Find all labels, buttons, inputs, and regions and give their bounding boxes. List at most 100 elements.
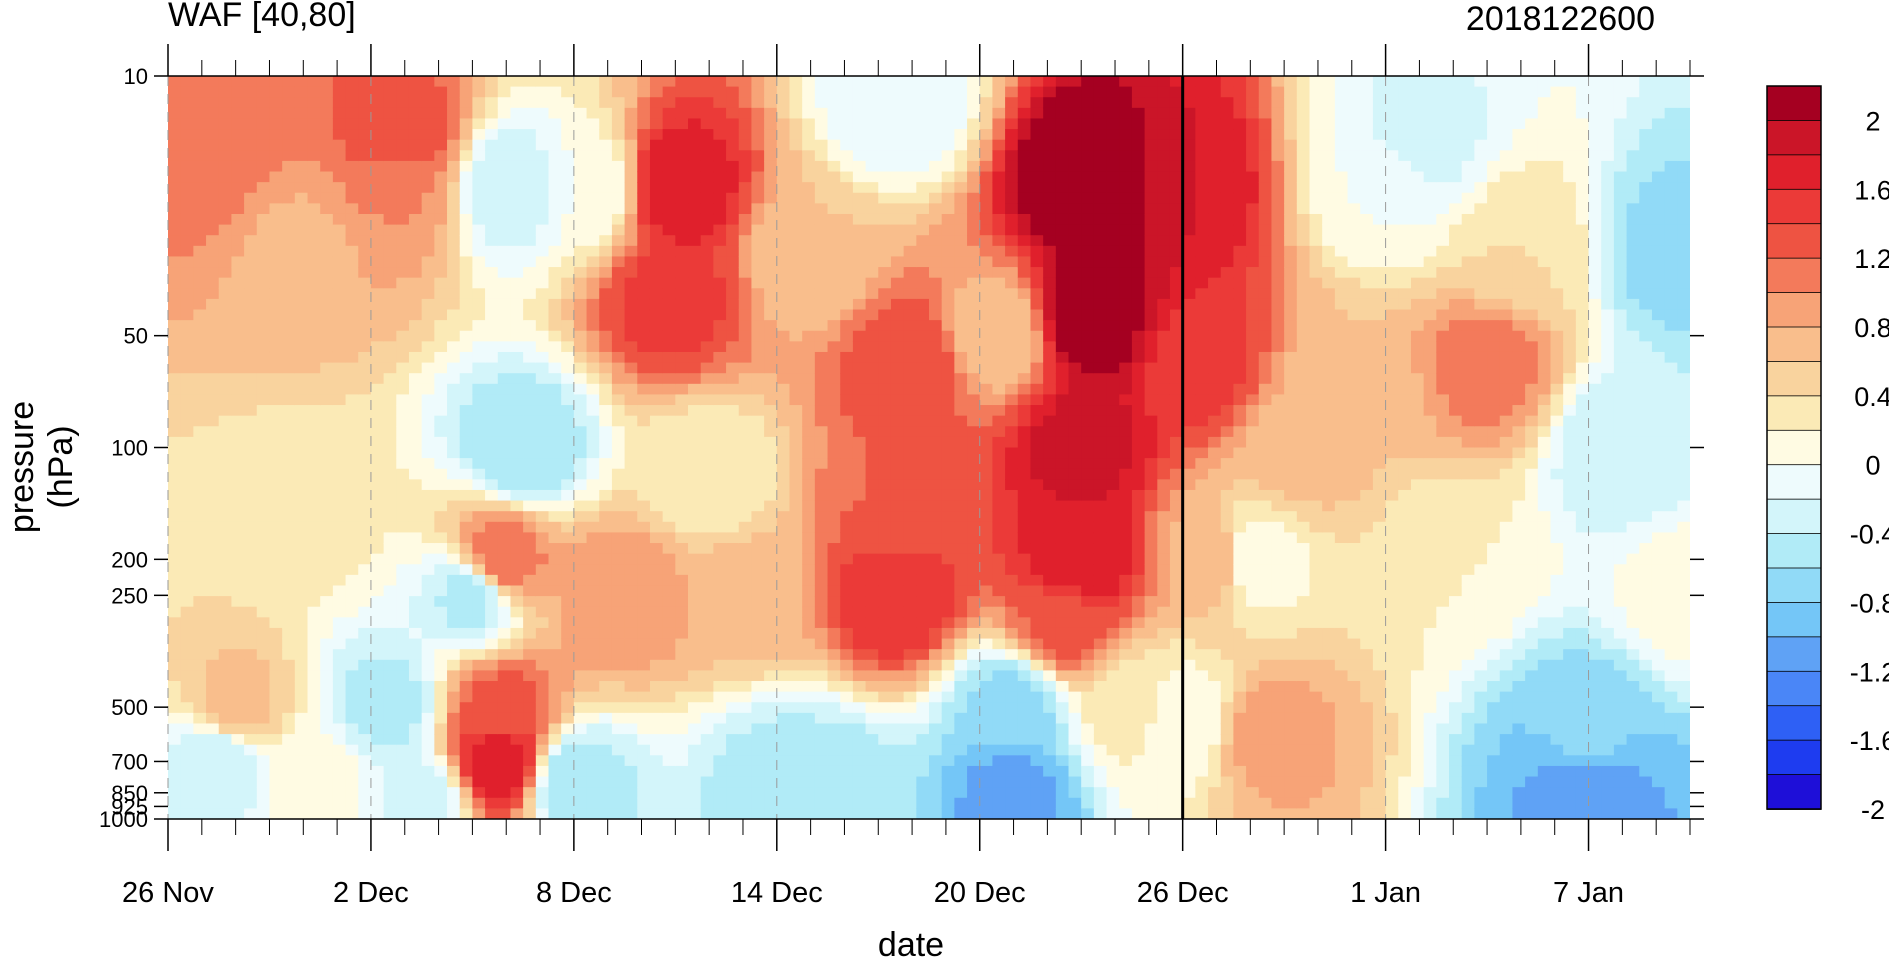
field-cell [700,351,714,364]
field-cell [497,553,512,565]
field-cell [929,139,943,151]
field-cell [447,681,461,693]
field-cell [726,256,740,268]
field-cell [408,203,423,215]
field-cell [447,415,461,427]
field-cell [244,744,258,756]
field-cell [700,129,714,141]
field-cell [358,415,372,427]
field-cell [738,659,753,671]
field-cell [1030,277,1044,289]
field-cell [332,574,347,587]
field-cell [916,97,930,109]
field-cell [599,383,613,396]
field-cell [307,521,321,534]
field-cell [992,426,1006,438]
field-cell [1017,468,1032,480]
field-cell [193,734,207,746]
field-cell [776,436,791,449]
field-cell [307,702,321,714]
field-cell [624,139,638,151]
field-cell [1068,298,1082,311]
field-cell [611,405,626,417]
field-cell [193,139,207,151]
field-cell [421,362,435,374]
field-cell [726,107,740,120]
field-cell [535,787,550,799]
field-cell [497,150,512,162]
field-cell [332,787,347,799]
field-cell [1043,511,1057,523]
field-cell [497,797,512,809]
field-cell [789,129,803,141]
field-cell [967,543,981,555]
field-cell [459,808,473,819]
field-cell [332,723,347,735]
field-cell [624,129,638,141]
field-cell [561,489,575,502]
field-cell [421,235,435,247]
field-cell [662,574,676,587]
field-cell [206,787,220,799]
field-cell [726,479,740,491]
field-cell [383,86,397,98]
field-cell [992,458,1006,470]
field-cell [865,734,879,746]
field-cell [548,256,562,268]
field-cell [396,787,410,799]
field-cell [472,351,486,364]
field-cell [561,192,575,204]
field-cell [1005,405,1019,417]
field-cell [421,606,435,618]
field-cell [206,160,220,173]
field-cell [637,500,651,512]
field-cell [256,129,271,141]
field-cell [726,277,740,289]
field-cell [345,171,359,183]
field-cell [383,776,397,788]
field-cell [688,691,702,703]
field-cell [599,574,613,587]
field-cell [649,532,664,544]
field-cell [802,405,816,417]
field-cell [738,458,753,470]
field-cell [865,776,879,788]
field-cell [244,351,258,364]
field-cell [345,224,359,236]
field-cell [827,659,841,671]
field-cell [992,341,1006,353]
field-cell [929,86,943,98]
field-cell [662,267,676,279]
field-cell [814,107,829,120]
field-cell [370,160,385,173]
field-cell [764,606,778,618]
field-cell [611,797,626,809]
field-cell [193,341,207,353]
field-cell [992,787,1006,799]
field-cell [954,744,968,756]
field-cell [776,405,791,417]
field-cell [459,574,473,587]
field-cell [1005,765,1019,778]
field-cell [878,649,892,661]
field-cell [967,500,981,512]
field-cell [903,298,917,311]
field-cell [383,192,397,204]
field-cell [814,564,829,576]
field-cell [396,691,410,703]
field-cell [827,543,841,555]
field-cell [180,150,194,162]
field-cell [637,479,651,491]
field-cell [459,458,473,470]
field-cell [1005,298,1019,311]
field-cell [1043,681,1057,693]
field-cell [358,129,372,141]
field-cell [878,712,892,725]
field-cell [434,235,448,247]
field-cell [345,702,359,714]
field-cell [738,213,753,226]
field-cell [1030,320,1044,332]
field-cell [713,596,727,608]
field-cell [726,192,740,204]
field-cell [447,341,461,353]
